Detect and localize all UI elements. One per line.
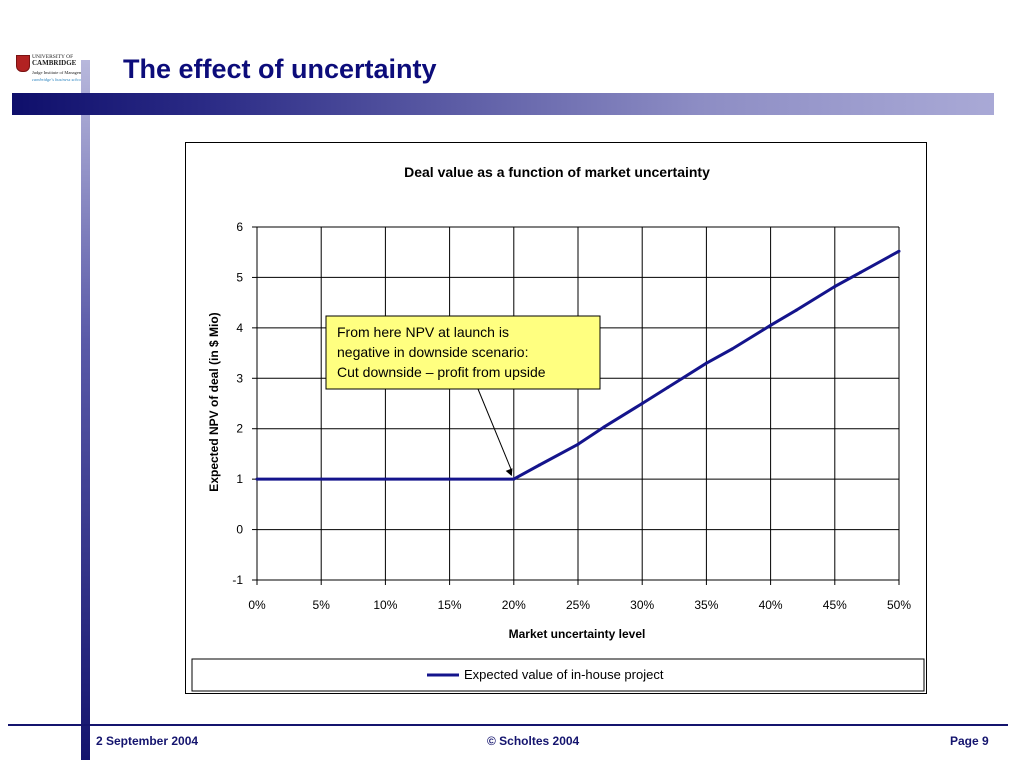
y-tick-label: 1 — [236, 472, 243, 486]
logo-university: UNIVERSITY OF CAMBRIDGE — [32, 54, 77, 67]
series-point — [383, 477, 387, 481]
y-tick-label: 6 — [236, 220, 243, 234]
series-point — [255, 477, 259, 481]
series-point — [512, 477, 516, 481]
series-point — [897, 249, 901, 253]
annotation-text: negative in downside scenario: — [337, 344, 528, 360]
x-tick-label: 25% — [566, 598, 590, 612]
y-tick-label: -1 — [232, 573, 243, 587]
series-point — [640, 402, 644, 405]
slide-title: The effect of uncertainty — [123, 54, 437, 84]
crest-icon — [16, 55, 30, 72]
x-tick-label: 45% — [823, 598, 847, 612]
y-axis-label: Expected NPV of deal (in $ Mio) — [207, 312, 221, 491]
annotation-arrowhead — [505, 468, 513, 477]
series-point — [666, 385, 670, 389]
x-tick-label: 0% — [248, 598, 266, 612]
series-point — [537, 463, 541, 467]
plot-area: -1 0 1 2 3 4 5 6 0% 5% 10% 15% 20% 25% 30% 35% 40% 45% 50%… — [232, 220, 911, 612]
horizontal-accent-bar — [12, 93, 994, 115]
x-tick-label: 40% — [759, 598, 783, 612]
series-point — [858, 270, 862, 274]
x-tick-label: 20% — [502, 598, 526, 612]
series-point — [319, 477, 323, 481]
vertical-accent-bar — [81, 60, 90, 760]
legend-label: Expected value of in-house project — [464, 667, 664, 682]
chart-container: Deal value as a function of market uncer… — [185, 142, 927, 694]
footer-page-number: Page 9 — [950, 734, 989, 748]
logo-institute: Judge Institute of Management — [32, 70, 88, 75]
chart-svg: Deal value as a function of market uncer… — [191, 164, 925, 692]
x-tick-label: 15% — [438, 598, 462, 612]
logo-tagline: cambridge's business school — [32, 77, 84, 82]
series-point — [794, 308, 798, 312]
y-tick-label: 0 — [236, 523, 243, 537]
x-tick-label: 10% — [373, 598, 397, 612]
series-point — [704, 361, 708, 365]
x-tick-label: 30% — [630, 598, 654, 612]
y-tick-label: 2 — [236, 422, 243, 436]
annotation-text: Cut downside – profit from upside — [337, 364, 546, 380]
footer-date: 2 September 2004 — [96, 734, 199, 748]
y-tick-label: 5 — [236, 270, 243, 284]
legend: Expected value of in-house project — [191, 658, 925, 692]
series-point — [576, 442, 580, 446]
x-tick-label: 5% — [313, 598, 331, 612]
annotation-leader — [477, 388, 513, 472]
series-point — [448, 477, 452, 481]
footer-copyright: © Scholtes 2004 — [487, 734, 580, 748]
series-point — [730, 347, 734, 351]
cambridge-logo: UNIVERSITY OF CAMBRIDGE Judge Institute o… — [12, 52, 88, 90]
series-point — [769, 323, 773, 327]
annotation-text: From here NPV at launch is — [337, 324, 509, 340]
legend-box — [191, 658, 925, 692]
x-tick-label: 35% — [694, 598, 718, 612]
footer-rule — [8, 724, 1008, 726]
annotation-box — [325, 315, 601, 390]
x-axis-label: Market uncertainty level — [509, 627, 646, 641]
y-tick-label: 3 — [236, 371, 243, 385]
x-tick-label: 50% — [887, 598, 911, 612]
chart-title: Deal value as a function of market uncer… — [404, 164, 710, 180]
series-point — [833, 285, 837, 289]
series-point — [602, 425, 606, 429]
y-tick-label: 4 — [236, 321, 243, 335]
